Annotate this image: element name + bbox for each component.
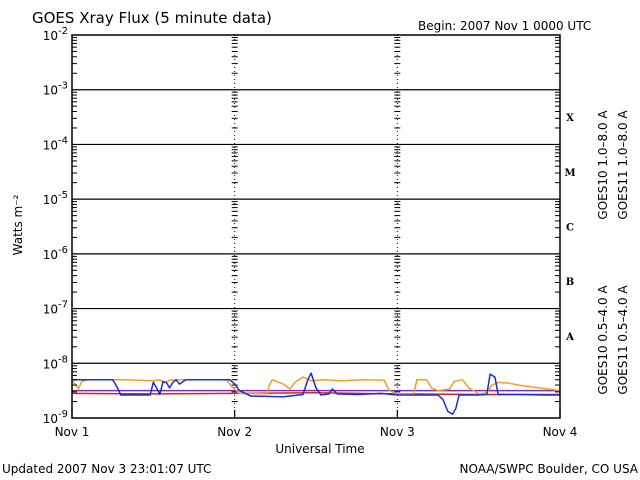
- flare-class-label: C: [566, 223, 574, 234]
- y-tick-base: 10: [43, 138, 58, 152]
- flare-class-label: M: [564, 168, 575, 179]
- y-tick-base: 10: [43, 303, 58, 317]
- flare-class-label: A: [565, 332, 574, 343]
- x-tick-label: Nov 3: [380, 425, 415, 439]
- y-tick-exponent: -8: [58, 354, 68, 365]
- y-tick-exponent: -7: [58, 300, 68, 311]
- y-tick-label: 10-6: [43, 245, 68, 262]
- begin-label: Begin: 2007 Nov 1 0000 UTC: [418, 19, 591, 33]
- y-tick-exponent: -3: [58, 81, 68, 92]
- y-tick-base: 10: [43, 29, 58, 43]
- legend-goes11-short: GOES11 0.5–4.0 A: [616, 285, 630, 395]
- x-tick-label: Nov 2: [217, 425, 252, 439]
- y-tick-label: 10-7: [43, 300, 68, 317]
- y-tick-label: 10-4: [43, 135, 68, 152]
- y-tick-base: 10: [43, 412, 58, 426]
- y-tick-exponent: -9: [58, 409, 68, 420]
- y-tick-label: 10-9: [43, 409, 68, 426]
- x-tick-label: Nov 1: [55, 425, 90, 439]
- y-tick-label: 10-2: [43, 26, 68, 43]
- y-tick-label: 10-8: [43, 354, 68, 371]
- series-line: [72, 372, 560, 415]
- x-tick-label: Nov 4: [543, 425, 578, 439]
- grid-layer: [72, 35, 560, 418]
- y-tick-exponent: -2: [58, 26, 68, 37]
- legend-goes10-long: GOES10 1.0–8.0 A: [596, 110, 610, 220]
- y-tick-label: 10-5: [43, 190, 68, 207]
- flare-class-label: B: [566, 277, 574, 288]
- y-tick-base: 10: [43, 357, 58, 371]
- x-tick-labels: Nov 1 Nov 2 Nov 3 Nov 4: [55, 425, 578, 439]
- y-tick-base: 10: [43, 84, 58, 98]
- series-line: [71, 376, 561, 396]
- y-tick-exponent: -4: [58, 135, 68, 146]
- credit-label: NOAA/SWPC Boulder, CO USA: [460, 462, 639, 476]
- y-tick-base: 10: [43, 193, 58, 207]
- chart-title: GOES Xray Flux (5 minute data): [32, 9, 272, 27]
- y-tick-exponent: -5: [58, 190, 68, 201]
- updated-timestamp: Updated 2007 Nov 3 23:01:07 UTC: [2, 462, 211, 476]
- y-tick-base: 10: [43, 248, 58, 262]
- plot-frame: [71, 34, 561, 419]
- flare-class-label: X: [566, 113, 574, 124]
- axes-layer: [71, 34, 561, 419]
- legend-goes10-short: GOES10 0.5–4.0 A: [596, 285, 610, 395]
- y-tick-exponent: -6: [58, 245, 68, 256]
- y-tick-labels: 10-910-810-710-610-510-410-310-2: [43, 26, 68, 426]
- y-axis-label: Watts m⁻²: [11, 194, 25, 255]
- y-tick-label: 10-3: [43, 81, 68, 98]
- series-layer: [71, 372, 561, 415]
- flare-class-labels: X M C B A: [564, 113, 575, 343]
- legend-goes11-long: GOES11 1.0–8.0 A: [616, 110, 630, 220]
- x-axis-label: Universal Time: [275, 442, 364, 456]
